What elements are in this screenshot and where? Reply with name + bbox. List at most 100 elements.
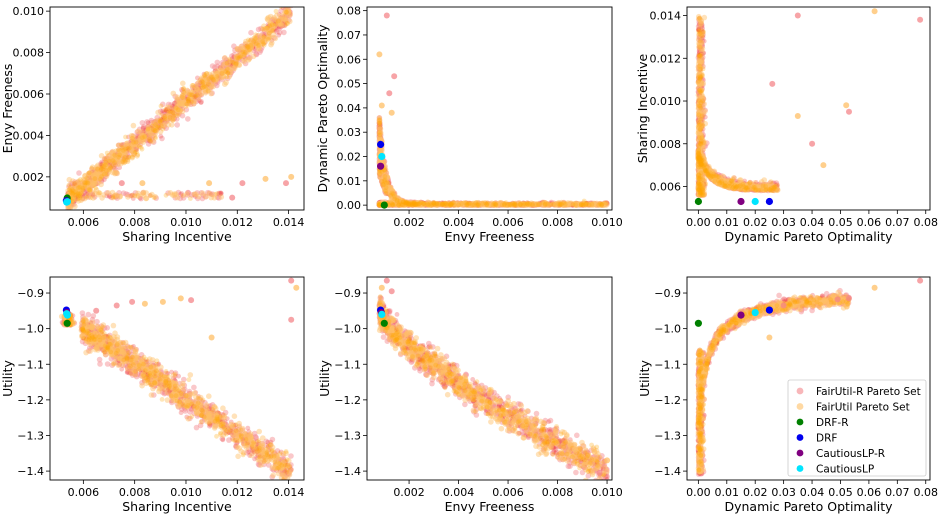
data-point: [179, 108, 186, 115]
data-point: [577, 202, 583, 208]
data-point: [412, 199, 419, 206]
data-point: [270, 26, 276, 32]
data-point: [605, 201, 610, 207]
data-point: [107, 160, 113, 166]
data-point: [238, 48, 244, 55]
data-point: [501, 201, 508, 207]
data-point: [246, 44, 253, 50]
data-point: [104, 150, 110, 156]
data-point: [188, 94, 194, 101]
data-point: [100, 165, 106, 171]
data-point: [398, 199, 404, 205]
data-point: [391, 195, 397, 201]
data-point: [288, 173, 295, 180]
data-point: [73, 189, 79, 195]
data-point: [222, 55, 228, 61]
data-point: [87, 186, 93, 193]
data-point: [251, 35, 258, 42]
data-point: [578, 201, 585, 208]
data-point: [253, 51, 260, 58]
plot-area: [376, 12, 610, 209]
data-point: [217, 190, 223, 197]
data-point: [394, 201, 400, 208]
data-point: [208, 90, 214, 97]
data-point: [384, 180, 390, 187]
data-point: [446, 201, 452, 208]
data-point: [396, 202, 403, 208]
data-point: [125, 192, 131, 198]
data-point: [469, 201, 476, 207]
data-point: [104, 158, 110, 164]
data-point: [134, 136, 140, 142]
data-point: [134, 136, 141, 142]
data-point: [225, 70, 231, 76]
data-point: [428, 202, 435, 208]
data-point: [448, 201, 454, 207]
data-point: [108, 165, 114, 171]
data-point: [117, 152, 123, 159]
data-point: [102, 171, 109, 177]
data-point: [255, 41, 262, 47]
data-point: [149, 123, 155, 129]
data-point: [110, 194, 116, 200]
data-point: [492, 201, 499, 208]
data-point: [476, 200, 482, 207]
data-point: [377, 169, 383, 175]
data-point: [237, 53, 244, 59]
data-point: [468, 202, 474, 208]
data-point: [468, 201, 475, 208]
data-point: [130, 196, 136, 201]
data-point: [599, 201, 605, 208]
data-point: [513, 201, 519, 207]
data-point: [152, 194, 159, 200]
data-point: [526, 201, 533, 207]
data-point: [603, 200, 610, 206]
data-point: [115, 161, 121, 168]
data-point: [93, 174, 99, 180]
data-point: [133, 141, 139, 148]
data-point: [513, 202, 519, 208]
data-point: [276, 12, 282, 17]
data-point: [149, 191, 155, 198]
data-point: [89, 170, 96, 177]
data-point: [233, 63, 239, 69]
data-point: [171, 191, 178, 197]
data-point: [429, 201, 436, 208]
data-point: [559, 201, 565, 207]
data-point: [159, 117, 165, 123]
data-point: [424, 200, 430, 206]
data-point: [146, 137, 153, 144]
data-point: [180, 193, 186, 199]
data-point: [197, 86, 204, 92]
data-point: [200, 79, 206, 85]
data-point: [195, 90, 202, 97]
data-point: [97, 165, 103, 172]
data-point: [541, 200, 547, 207]
data-point: [227, 57, 234, 64]
data-point: [417, 200, 424, 207]
data-point: [255, 32, 262, 39]
data-point: [388, 189, 394, 195]
data-point: [152, 128, 158, 134]
data-point: [475, 201, 482, 208]
data-point: [263, 25, 270, 32]
data-point: [88, 181, 95, 187]
data-point: [192, 194, 198, 199]
data-point: [147, 193, 153, 198]
data-point: [121, 159, 127, 166]
marker-drf-r: [380, 201, 388, 209]
data-point: [99, 164, 105, 170]
data-point: [211, 77, 217, 83]
data-point: [397, 198, 404, 204]
data-point: [383, 188, 388, 194]
data-point: [151, 127, 156, 133]
data-point: [465, 201, 471, 208]
data-point: [399, 201, 405, 207]
data-point: [233, 53, 240, 60]
data-point: [393, 199, 400, 205]
data-point: [455, 202, 461, 208]
data-point: [123, 145, 129, 151]
data-point: [240, 53, 247, 60]
data-point: [435, 202, 441, 208]
subplot-1: 0.006 0.008 0.010 0.012 0.0140.0020.0040.006…: [0, 5, 305, 244]
